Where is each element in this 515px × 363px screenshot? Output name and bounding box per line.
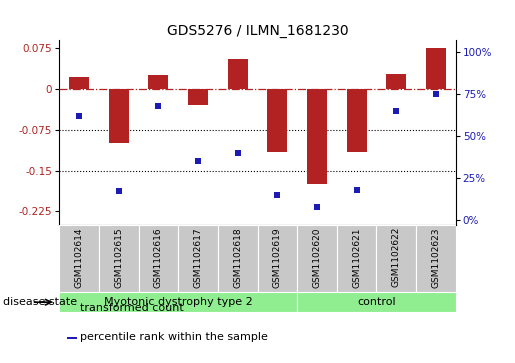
Bar: [69, 77, 89, 89]
Point: [75, 113, 83, 119]
Bar: [267, 89, 287, 152]
Bar: [59, 225, 99, 292]
Point: [432, 91, 440, 97]
Text: GSM1102616: GSM1102616: [154, 227, 163, 287]
Text: GSM1102619: GSM1102619: [273, 227, 282, 287]
Bar: [426, 48, 446, 89]
Bar: [109, 89, 129, 143]
Text: GSM1102620: GSM1102620: [313, 227, 321, 287]
Point: [234, 150, 242, 156]
Bar: [297, 292, 456, 312]
Text: GSM1102615: GSM1102615: [114, 227, 123, 287]
Bar: [258, 225, 297, 292]
Point: [392, 108, 401, 114]
Bar: [347, 89, 367, 152]
Text: GSM1102622: GSM1102622: [392, 227, 401, 287]
Bar: [218, 225, 258, 292]
Bar: [337, 225, 376, 292]
Bar: [59, 292, 297, 312]
Bar: [67, 309, 77, 310]
Point: [194, 158, 202, 164]
Bar: [416, 225, 456, 292]
Bar: [67, 337, 77, 339]
Point: [273, 192, 281, 198]
Text: GSM1102617: GSM1102617: [194, 227, 202, 287]
Text: GSM1102623: GSM1102623: [432, 227, 440, 287]
Point: [114, 188, 123, 194]
Bar: [386, 74, 406, 89]
Text: GSM1102614: GSM1102614: [75, 227, 83, 287]
Text: transformed count: transformed count: [80, 303, 183, 313]
Text: control: control: [357, 297, 396, 307]
Text: GSM1102621: GSM1102621: [352, 227, 361, 287]
Bar: [99, 225, 139, 292]
Bar: [188, 89, 208, 105]
Title: GDS5276 / ILMN_1681230: GDS5276 / ILMN_1681230: [167, 24, 348, 37]
Text: disease state: disease state: [3, 297, 77, 307]
Point: [313, 204, 321, 209]
Point: [352, 187, 360, 193]
Bar: [139, 225, 178, 292]
Bar: [307, 89, 327, 184]
Bar: [376, 225, 416, 292]
Text: Myotonic dystrophy type 2: Myotonic dystrophy type 2: [104, 297, 252, 307]
Bar: [228, 59, 248, 89]
Bar: [178, 225, 218, 292]
Bar: [148, 75, 168, 89]
Bar: [297, 225, 337, 292]
Text: GSM1102618: GSM1102618: [233, 227, 242, 287]
Text: percentile rank within the sample: percentile rank within the sample: [80, 332, 267, 342]
Point: [154, 103, 163, 109]
